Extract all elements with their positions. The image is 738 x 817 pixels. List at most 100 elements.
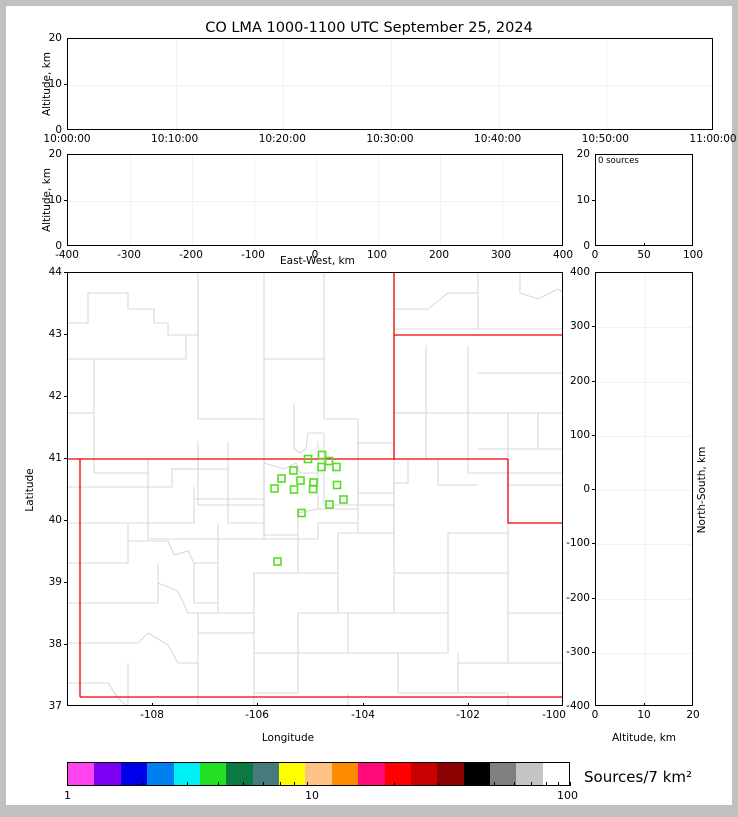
plan-view-map-panel[interactable] [67, 272, 563, 706]
tick-label: 20 [48, 148, 62, 160]
gridline [596, 544, 692, 546]
colorbar-mid-label: 10 [305, 789, 319, 802]
gridline [596, 652, 692, 654]
tick-label: -100 [241, 249, 265, 261]
east-west-xlabel: East-West, km [280, 255, 355, 267]
colorbar-swatch [516, 763, 543, 785]
gridline [68, 201, 562, 202]
gridline [130, 155, 131, 245]
tick-label: -100 [542, 709, 566, 721]
colorbar-tickmark [67, 782, 68, 786]
colorbar-swatch [173, 763, 200, 785]
tick-label: -108 [140, 709, 164, 721]
tickmark [63, 396, 67, 397]
tick-label: -300 [117, 249, 141, 261]
tick-label: 400 [569, 266, 590, 278]
tick-label: 10:50:00 [581, 133, 629, 145]
colorbar-swatch [147, 763, 174, 785]
tick-label: -400 [55, 249, 79, 261]
colorbar-tickmark [469, 782, 471, 786]
tick-label: 10 [48, 78, 62, 90]
time-height-panel[interactable] [67, 38, 713, 130]
gridline [175, 39, 177, 129]
gridline [502, 155, 503, 245]
map-xlabel: Longitude [261, 732, 315, 744]
colorbar-swatch [384, 763, 411, 785]
gridline [254, 155, 255, 245]
figure-title: CO LMA 1000-1100 UTC September 25, 2024 [205, 20, 533, 36]
tick-label: 400 [552, 249, 574, 261]
gridline [283, 39, 285, 129]
tick-label: 41 [48, 452, 62, 464]
north-south-ylabel: North-South, km [696, 446, 708, 534]
tickmark [591, 543, 595, 545]
county-boundaries [68, 273, 562, 705]
colorbar-swatch [252, 763, 279, 785]
east-west-altitude-panel[interactable] [67, 154, 563, 246]
colorbar-tickmark [142, 782, 144, 786]
altitude-histogram-panel[interactable]: 0 sources [595, 154, 693, 246]
tickmark [591, 489, 595, 490]
tickmark [644, 702, 645, 706]
north-south-altitude-panel[interactable] [595, 272, 693, 706]
tick-label: 10:30:00 [366, 133, 414, 145]
tickmark [644, 242, 645, 246]
tick-label: 10:40:00 [474, 133, 522, 145]
gridline [596, 598, 692, 600]
source-count-annotation: 0 sources [598, 156, 639, 166]
tickmark [63, 458, 67, 459]
tick-label: -300 [566, 645, 590, 658]
colorbar-max-label: 100 [557, 789, 578, 802]
tickmark [63, 200, 67, 201]
colorbar-swatch [199, 763, 227, 785]
gridline [316, 155, 317, 245]
colorbar-swatch [463, 763, 490, 785]
tick-label: -102 [456, 709, 480, 721]
colorbar-min-label: 1 [64, 789, 71, 802]
gridline [391, 39, 392, 129]
tick-label: 0 [583, 240, 590, 252]
map-geometry [68, 273, 562, 705]
tick-label: 10:20:00 [258, 133, 306, 145]
tick-label: -200 [566, 591, 590, 604]
colorbar-tickmark [218, 782, 220, 786]
tickmark [152, 702, 153, 706]
colorbar-swatch [490, 763, 517, 785]
tick-label: 100 [682, 249, 704, 261]
tick-label: 44 [48, 266, 62, 278]
tickmark [468, 702, 469, 706]
colorbar-gradient [67, 762, 570, 786]
tick-label: 39 [48, 576, 62, 588]
tick-label: 100 [366, 249, 388, 261]
tickmark [591, 434, 595, 436]
tick-label: -200 [179, 249, 203, 261]
tick-label: 37 [48, 700, 62, 712]
gridline [378, 155, 379, 245]
tick-label: 0 [591, 709, 599, 721]
tick-label: 42 [48, 390, 62, 402]
colorbar-tickmark [262, 782, 264, 786]
tick-label: 0 [55, 124, 62, 136]
tickmark [257, 702, 258, 706]
tick-label: -106 [245, 709, 269, 721]
tick-label: 20 [576, 148, 590, 160]
tickmark [63, 520, 67, 521]
tick-label: 20 [48, 32, 62, 44]
tickmark [591, 200, 595, 201]
tick-label: 50 [637, 249, 651, 261]
sources-density-colorbar[interactable] [67, 762, 570, 786]
gridline [596, 490, 692, 491]
colorbar-tickmark [438, 782, 440, 786]
gridline [596, 381, 692, 383]
tick-label: 40 [48, 514, 62, 526]
tickmark [591, 651, 595, 653]
tick-label: 11:00:00 [689, 133, 737, 145]
tick-label: -400 [566, 700, 590, 712]
lma-source-markers [270, 450, 348, 566]
tick-label: 0 [583, 483, 590, 495]
gridline [606, 39, 608, 129]
tick-label: 300 [569, 320, 590, 332]
east-west-ylabel: Altitude, km [41, 168, 53, 233]
colorbar-tickmark [531, 782, 533, 786]
tickmark [63, 334, 67, 335]
